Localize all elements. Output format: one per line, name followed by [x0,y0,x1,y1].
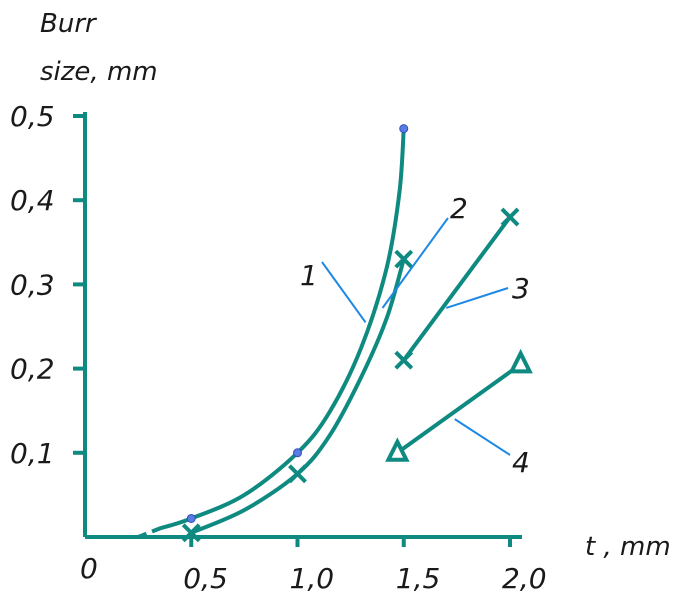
series-4 [385,348,533,462]
y-tick-label: 0,4 [10,184,55,217]
x-tick-label: 1,0 [290,562,335,595]
y-axis-title-line2: size, mm [40,57,158,87]
series-2 [181,249,414,543]
series-3-point [500,207,520,227]
series-label-4: 4 [512,446,530,479]
series-4-line [395,362,523,455]
series-3-point [394,350,414,370]
series-group [137,124,533,543]
series-1-point [293,448,302,458]
series-4-point [508,348,533,374]
y-tick-label: 0,1 [10,437,55,470]
x-tick-label: 1,5 [396,562,441,595]
series-1-point [399,124,409,134]
series-label-3: 3 [512,272,530,305]
leader-line-3 [445,287,509,309]
y-axis-title-line1: Burr [40,9,98,39]
cross-stroke [394,249,414,269]
cross-stroke [394,350,414,370]
series-3-line [401,215,512,363]
series-1-line [157,126,406,531]
series-2-point [288,464,307,484]
y-tick-label: 0,2 [10,353,55,386]
series-label-1: 1 [300,259,318,292]
leader-line-2 [381,217,449,309]
x-tick-label: 2,0 [502,562,547,595]
series-2-line [189,257,406,535]
leader-line-1 [321,261,367,323]
annotations-group: 1 2 3 4 [300,192,530,479]
leader-line-4 [454,418,511,456]
series-3 [394,207,520,370]
y-tick-label: 0,3 [10,268,55,301]
x-tick-label: 0,5 [183,562,228,595]
series-1-point [186,513,196,523]
ticks-group: 0,1 0,2 0,3 0,4 0,5 0,5 1,0 1,5 2,0 [10,100,547,595]
series-2-point [181,523,201,543]
series-1 [137,124,409,539]
y-tick-label: 0,5 [10,100,55,133]
origin-label: 0 [80,552,98,585]
cross-stroke [288,464,307,484]
cross-stroke [181,523,201,543]
series-label-2: 2 [450,192,468,225]
cross-stroke [500,207,520,227]
series-1-dashed-extension [137,526,161,539]
series-4-point [385,437,410,462]
x-axis-title: t , mm [585,532,671,562]
series-2-point [394,249,414,269]
